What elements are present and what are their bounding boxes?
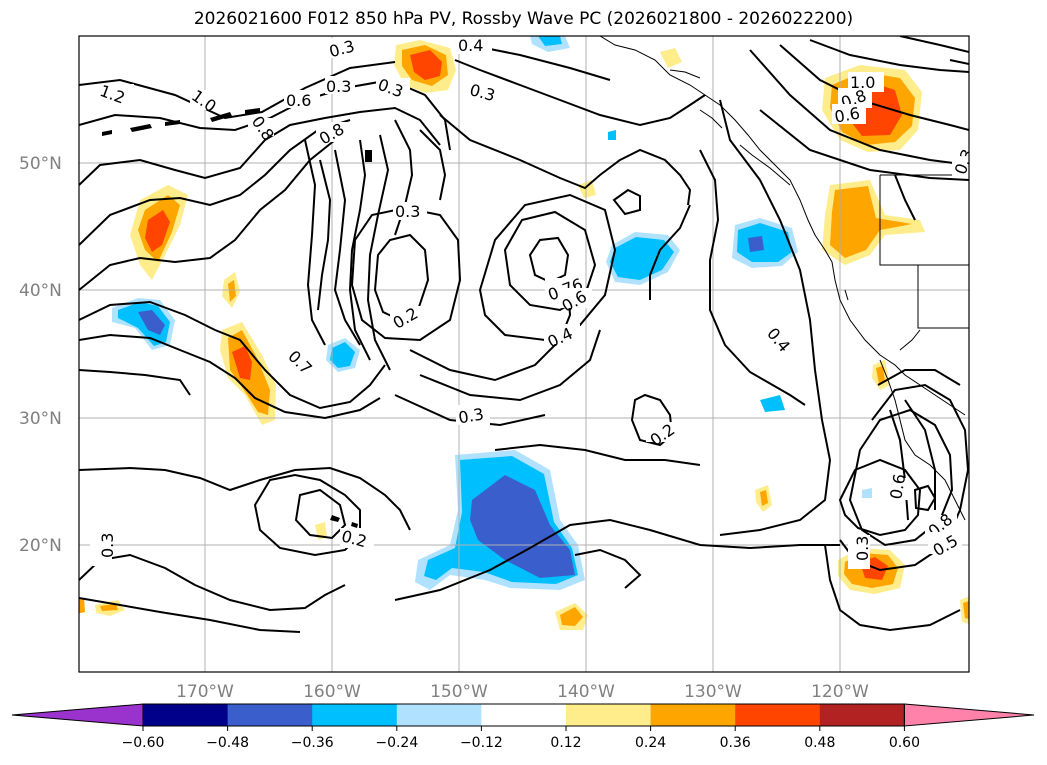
colorbar-tick-label: −0.36	[291, 735, 334, 751]
colorbar-tick-label: −0.48	[206, 735, 249, 751]
contour-label: 0.6	[833, 103, 861, 126]
colorbar-tick-label: −0.60	[122, 735, 165, 751]
graticule	[79, 36, 969, 672]
colorbar-segment	[481, 704, 567, 726]
islands	[102, 108, 372, 534]
lat-label-40n: 40°N	[19, 281, 62, 301]
colorbar-tick-label: 0.36	[720, 735, 751, 751]
colorbar-frame	[142, 703, 905, 727]
colorbar-segment	[143, 704, 229, 726]
colorbar-segment	[312, 704, 398, 726]
negative-anomaly-shading	[112, 36, 872, 590]
colorbar-tick-label: 0.24	[635, 735, 666, 751]
contour-label: 1.0	[850, 73, 875, 92]
colorbar-segment	[650, 704, 736, 726]
contour-label: 0.6	[286, 91, 311, 110]
coastlines	[599, 36, 969, 521]
lon-label-140w: 140°W	[557, 682, 615, 702]
colorbar-tick-label: 0.60	[889, 735, 920, 751]
latitude-labels: 50°N 40°N 30°N 20°N	[19, 154, 62, 556]
colorbar-segment	[735, 704, 821, 726]
colorbar-segment	[819, 704, 905, 726]
lon-label-150w: 150°W	[430, 682, 488, 702]
colorbar-tick-label: −0.24	[375, 735, 418, 751]
lon-label-160w: 160°W	[303, 682, 361, 702]
contour-label: 0.3	[853, 536, 872, 561]
colorbar-extend-low	[11, 703, 144, 727]
map-title: 2026021600 F012 850 hPa PV, Rossby Wave …	[193, 9, 854, 29]
colorbar-tick-label: 0.12	[550, 735, 581, 751]
longitude-labels: 170°W 160°W 150°W 140°W 130°W 120°W	[176, 682, 869, 702]
colorbar-extend-high	[903, 703, 1035, 727]
contour-label: 0.3	[326, 77, 351, 96]
contour-label: 0.6	[886, 472, 909, 500]
lon-label-120w: 120°W	[811, 682, 869, 702]
contour-label: 0.3	[98, 533, 117, 558]
colorbar-tick-label: −0.12	[460, 735, 503, 751]
colorbar-segment	[227, 704, 313, 726]
contour-label-group: 1.2 1.0 0.8 0.6 0.3 0.3 0.4 0.3 0.8 0.3 …	[90, 36, 969, 569]
lat-label-30n: 30°N	[19, 409, 62, 429]
lat-label-50n: 50°N	[19, 154, 62, 174]
contour-label: 0.3	[395, 202, 420, 221]
contour-label: 0.3	[457, 404, 485, 427]
colorbar: −0.60 −0.48 −0.36 −0.24 −0.12 0.12 0.24 0.36 0.4…	[11, 703, 1035, 751]
lat-label-20n: 20°N	[19, 536, 62, 556]
colorbar-segment	[396, 704, 482, 726]
lon-label-130w: 130°W	[684, 682, 742, 702]
lon-label-170w: 170°W	[176, 682, 234, 702]
plot-frame	[78, 35, 970, 673]
pv-contours	[79, 36, 969, 633]
colorbar-tick-label: 0.48	[804, 735, 835, 751]
colorbar-segment	[566, 704, 652, 726]
contour-label: 0.4	[458, 36, 483, 55]
